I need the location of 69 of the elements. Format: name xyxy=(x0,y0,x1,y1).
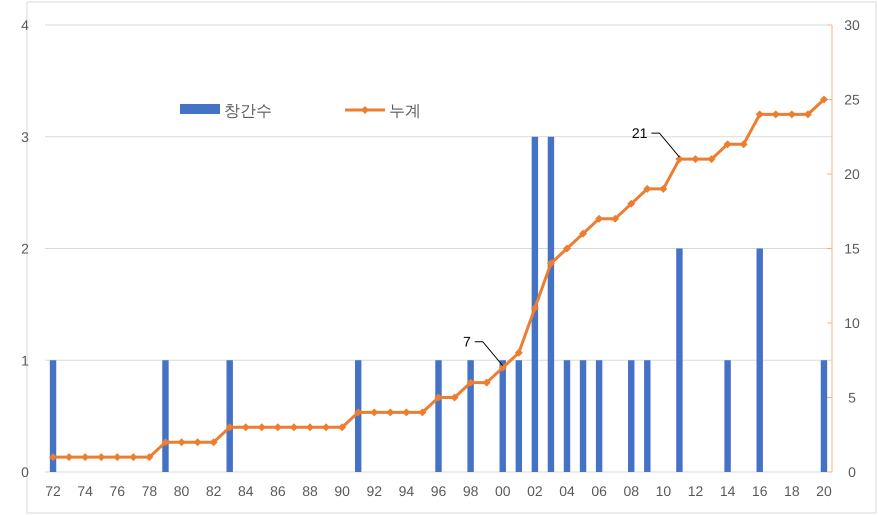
bar xyxy=(756,248,763,472)
bar xyxy=(516,360,522,472)
data-label: 21 xyxy=(632,125,648,142)
point xyxy=(161,438,170,446)
x-tick-label: 06 xyxy=(591,483,608,499)
x-tick-label: 74 xyxy=(77,483,94,499)
x-tick-label: 12 xyxy=(688,483,704,499)
bar xyxy=(162,360,169,472)
y-tick-label: 3 xyxy=(21,128,30,145)
x-tick-label: 94 xyxy=(398,483,414,499)
x-tick-label: 76 xyxy=(109,483,126,499)
y2-tick-label: 15 xyxy=(844,240,860,256)
x-tick-label: 90 xyxy=(334,483,350,499)
x-tick-label: 04 xyxy=(559,483,575,499)
point xyxy=(530,304,539,312)
point xyxy=(498,364,507,372)
x-tick-label: 08 xyxy=(623,483,640,499)
y2-tick-label: 5 xyxy=(848,390,856,406)
point xyxy=(546,259,555,268)
bar xyxy=(628,360,634,472)
bar xyxy=(580,360,586,472)
point xyxy=(562,244,571,252)
x-tick-label: 02 xyxy=(527,483,543,499)
bar xyxy=(467,360,474,472)
x-tick-label: 16 xyxy=(752,483,768,499)
point xyxy=(708,155,716,164)
x-tick-label: 10 xyxy=(656,483,672,499)
bar xyxy=(676,248,683,472)
x-tick-label: 98 xyxy=(462,483,479,499)
y-tick-label: 4 xyxy=(21,17,30,33)
x-tick-label: 84 xyxy=(238,483,254,499)
y-tick-label: 1 xyxy=(21,352,30,368)
x-tick-label: 18 xyxy=(784,483,800,499)
x-tick-label: 78 xyxy=(142,483,158,499)
point xyxy=(627,200,636,208)
y-tick-label: 0 xyxy=(21,464,30,480)
x-tick-label: 20 xyxy=(816,483,832,499)
y-tick-label: 2 xyxy=(21,240,30,256)
data-label: 7 xyxy=(462,334,471,350)
bar xyxy=(820,360,828,472)
x-tick-label: 88 xyxy=(302,483,318,499)
y2-tick-label: 20 xyxy=(844,166,860,182)
y2-tick-label: 10 xyxy=(844,315,860,331)
point xyxy=(675,155,684,164)
bar xyxy=(644,360,651,472)
x-tick-label: 96 xyxy=(430,483,446,499)
x-tick-label: 14 xyxy=(720,483,736,499)
y2-tick-label: 25 xyxy=(844,92,860,108)
y2-tick-label: 30 xyxy=(844,17,860,33)
x-tick-label: 86 xyxy=(270,483,286,499)
bar xyxy=(354,360,362,472)
bar xyxy=(532,136,538,472)
point xyxy=(579,230,588,238)
x-tick-label: 80 xyxy=(174,483,190,499)
bar xyxy=(564,360,570,472)
point xyxy=(820,96,828,104)
x-tick-label: 92 xyxy=(366,483,382,499)
point xyxy=(514,348,523,357)
x-tick-label: 72 xyxy=(45,483,62,499)
bar xyxy=(500,360,506,472)
bar xyxy=(226,360,233,472)
legend-label: 창간수 xyxy=(224,103,272,120)
x-tick-label: 82 xyxy=(206,483,222,499)
x-tick-label: 00 xyxy=(494,483,511,499)
y2-tick-label: 0 xyxy=(848,464,856,480)
bar xyxy=(724,360,731,472)
bar xyxy=(596,360,602,472)
bar xyxy=(548,136,554,472)
legend-label: 누계 xyxy=(389,103,421,120)
